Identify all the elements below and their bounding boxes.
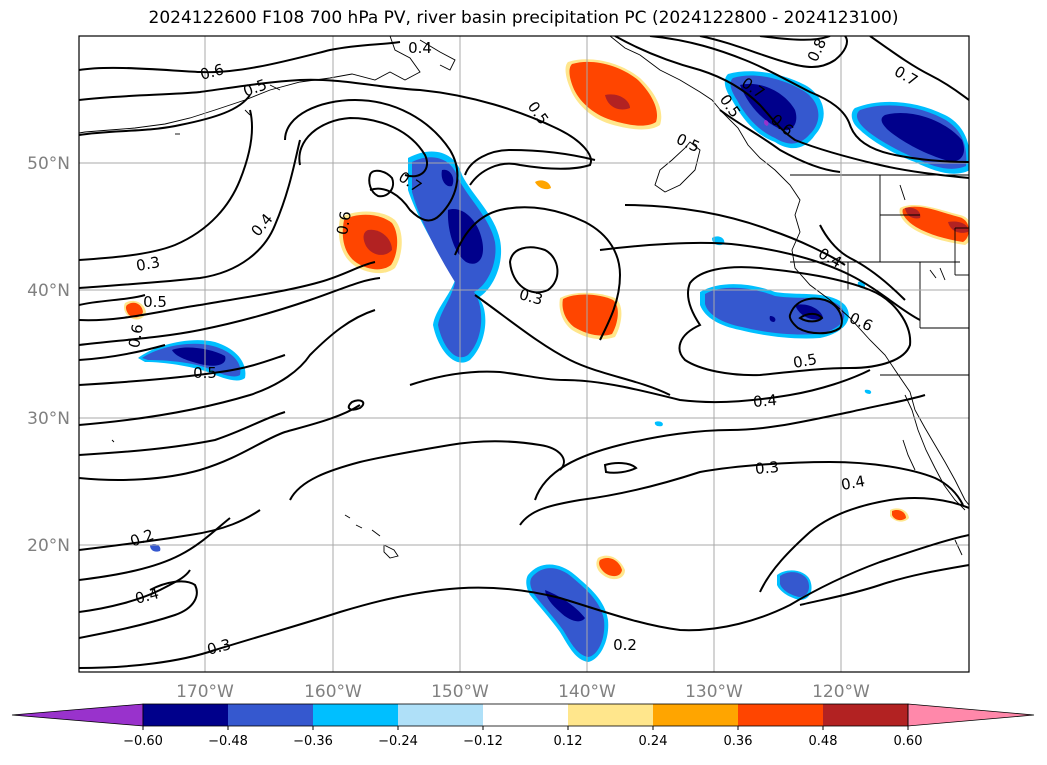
contour-label-text: 0.5 bbox=[792, 350, 819, 372]
pv-label-0.5-coast: 0.5 bbox=[673, 130, 702, 156]
colorbar-extend-min bbox=[11, 703, 144, 727]
colorbar-segment bbox=[483, 704, 568, 726]
colorbar-segment bbox=[398, 704, 483, 726]
pv-label-0.7-ne: 0.7 bbox=[891, 62, 921, 90]
contour-label-text: 0.5 bbox=[193, 364, 217, 382]
pv-contour-labels: 0.40.60.50.50.50.80.70.70.60.50.4 0.60.70… bbox=[125, 36, 921, 659]
lon-label-140w: 140°W bbox=[558, 682, 616, 702]
colorbar-tick-label: −0.36 bbox=[293, 734, 333, 749]
lat-label-40n: 40°N bbox=[27, 281, 70, 301]
lat-label-20n: 20°N bbox=[27, 536, 70, 556]
contour-label-text: 0.3 bbox=[517, 285, 545, 309]
pv-label-0.2-bottom: 0.2 bbox=[613, 636, 637, 654]
pv-label-0.3-south: 0.3 bbox=[754, 458, 779, 478]
pv-label-0.6-far-west: 0.6 bbox=[125, 323, 147, 350]
colorbar-tick-label: 0.12 bbox=[554, 734, 583, 749]
lon-label-170w: 170°W bbox=[176, 682, 234, 702]
pv-label-0.4-west: 0.4 bbox=[247, 210, 276, 240]
colorbar-tick-label: 0.60 bbox=[894, 734, 923, 749]
negative-precip-areas bbox=[138, 71, 969, 662]
pv-label-0.6-nw: 0.6 bbox=[198, 60, 226, 84]
colorbar-tick-label: 0.24 bbox=[639, 734, 668, 749]
pv-label-0.4-ca: 0.4 bbox=[815, 244, 845, 272]
colorbar-tick-label: −0.48 bbox=[208, 734, 248, 749]
colorbar-segment bbox=[568, 704, 653, 726]
colorbar: −0.60 −0.48 −0.36 −0.24 −0.12 0.12 0.24 0.36 0.4… bbox=[11, 703, 1035, 749]
colorbar-tick-label: 0.36 bbox=[724, 734, 753, 749]
colorbar-segment bbox=[228, 704, 313, 726]
contour-label-text: 0.4 bbox=[408, 39, 432, 57]
graticule bbox=[79, 36, 969, 672]
colorbar-tick-label: −0.24 bbox=[378, 734, 418, 749]
pv-label-0.4-mexico: 0.4 bbox=[840, 472, 867, 494]
contour-label-text: 0.4 bbox=[840, 472, 867, 494]
lat-label-30n: 30°N bbox=[27, 409, 70, 429]
pv-label-0.5-nw: 0.5 bbox=[241, 75, 270, 100]
contour-label-text: 0.6 bbox=[125, 323, 147, 350]
contour-label-text: 0.2 bbox=[613, 636, 637, 654]
pv-contours bbox=[79, 36, 969, 669]
lat-label-50n: 50°N bbox=[27, 154, 70, 174]
contour-label-text: 0.4 bbox=[752, 391, 777, 411]
pv-label-0.6-west: 0.6 bbox=[333, 210, 355, 237]
lon-label-130w: 130°W bbox=[685, 682, 743, 702]
colorbar-tick-label: −0.12 bbox=[463, 734, 503, 749]
pv-label-0.4-sw: 0.4 bbox=[133, 584, 161, 608]
map-frame bbox=[78, 35, 970, 673]
colorbar-segment bbox=[738, 704, 823, 726]
pv-label-0.5-far-west: 0.5 bbox=[143, 293, 167, 311]
colorbar-segment bbox=[143, 704, 228, 726]
pv-label-0.3-west: 0.3 bbox=[135, 253, 162, 275]
pv-label-0.4-top: 0.4 bbox=[408, 39, 432, 57]
contour-label-text: 0.6 bbox=[198, 60, 226, 84]
contour-label-text: 0.5 bbox=[143, 293, 167, 311]
contour-label-text: 0.6 bbox=[333, 210, 355, 237]
lon-label-120w: 120°W bbox=[812, 682, 870, 702]
colorbar-tick-label: −0.60 bbox=[123, 734, 163, 749]
latitude-labels: 50°N 40°N 30°N 20°N bbox=[27, 154, 70, 556]
lon-label-150w: 150°W bbox=[431, 682, 489, 702]
colorbar-frame bbox=[142, 703, 909, 727]
contour-label-text: 0.3 bbox=[754, 458, 779, 478]
colorbar-extend-max bbox=[907, 703, 1035, 727]
map-title: 2024122600 F108 700 hPa PV, river basin … bbox=[148, 8, 899, 28]
pv-label-0.5-hawaii-n: 0.5 bbox=[193, 364, 217, 382]
lon-label-160w: 160°W bbox=[304, 682, 362, 702]
colorbar-segment bbox=[313, 704, 398, 726]
pv-label-0.3-mid: 0.3 bbox=[517, 285, 545, 309]
contour-label-text: 0.4 bbox=[133, 584, 161, 608]
colorbar-segment bbox=[653, 704, 738, 726]
contour-label-text: 0.3 bbox=[135, 253, 162, 275]
pv-label-0.6-ca: 0.6 bbox=[846, 309, 875, 335]
pv-label-0.5-ca: 0.5 bbox=[792, 350, 819, 372]
colorbar-segment bbox=[823, 704, 908, 726]
pv-label-0.4-offshore: 0.4 bbox=[752, 391, 777, 411]
colorbar-tick-label: 0.48 bbox=[809, 734, 838, 749]
contour-label-text: 0.3 bbox=[205, 635, 233, 659]
longitude-labels: 170°W 160°W 150°W 140°W 130°W 120°W bbox=[176, 682, 870, 702]
pv-label-0.3-bottom: 0.3 bbox=[205, 635, 233, 659]
